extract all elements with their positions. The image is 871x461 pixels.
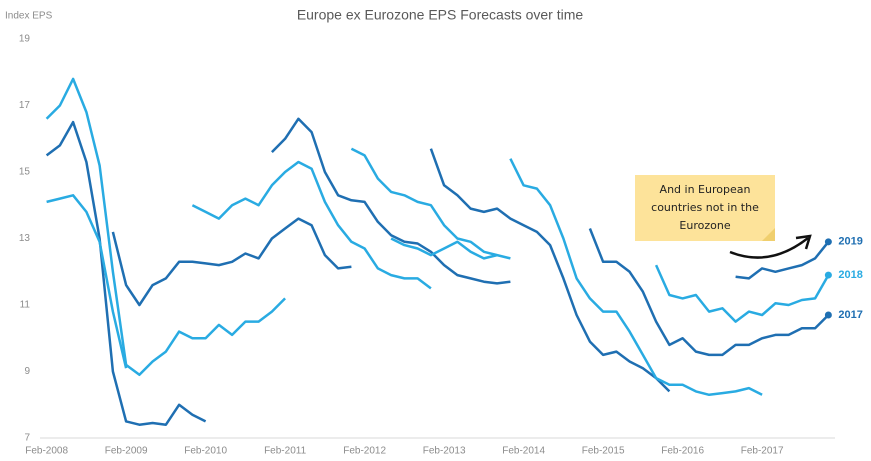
x-tick-label: Feb-2015 <box>582 446 625 457</box>
series-line <box>46 194 128 369</box>
series-line <box>509 158 763 397</box>
x-tick-label: Feb-2014 <box>502 446 545 457</box>
annotation-fold <box>762 228 775 241</box>
series-label: 2018 <box>838 269 862 281</box>
series-line <box>735 241 830 280</box>
series-line <box>111 217 352 307</box>
annotation: And in European countries not in the Eur… <box>635 175 812 259</box>
series-line <box>350 147 511 260</box>
end-point <box>824 271 832 279</box>
y-tick-label: 9 <box>24 366 30 377</box>
x-tick-label: Feb-2009 <box>105 446 148 457</box>
y-tick-label: 17 <box>19 100 31 111</box>
y-tick-label: 11 <box>20 300 31 311</box>
annotation-arrow <box>729 237 809 259</box>
series-line <box>588 228 830 357</box>
x-tick-label: Feb-2017 <box>741 446 784 457</box>
x-tick-label: Feb-2010 <box>184 446 227 457</box>
x-tick-label: Feb-2013 <box>423 446 466 457</box>
y-axis-label: Index EPS <box>5 11 53 22</box>
x-tick-label: Feb-2016 <box>661 446 704 457</box>
y-tick-label: 19 <box>19 34 31 45</box>
series-line <box>45 77 286 377</box>
end-point <box>824 238 832 246</box>
series-label: 2019 <box>838 236 862 248</box>
end-point <box>824 311 832 319</box>
series-line <box>390 237 498 260</box>
series-line <box>191 160 432 290</box>
y-tick-label: 13 <box>19 233 31 244</box>
annotation-box <box>635 175 775 241</box>
x-tick-label: Feb-2008 <box>25 446 68 457</box>
annotation-arrowhead <box>795 234 812 250</box>
annotation-text: And in European <box>660 183 751 196</box>
y-tick-label: 7 <box>24 433 30 444</box>
series-label: 2017 <box>838 309 862 321</box>
series-line <box>271 117 511 285</box>
x-tick-label: Feb-2012 <box>343 446 386 457</box>
annotation-text: Eurozone <box>679 219 730 232</box>
series-line <box>429 148 671 393</box>
annotation-text: countries not in the <box>651 201 759 214</box>
y-tick-label: 15 <box>19 167 31 178</box>
series-line <box>654 264 830 323</box>
x-tick-label: Feb-2011 <box>264 446 307 457</box>
series-line <box>45 120 207 426</box>
chart-title: Europe ex Eurozone EPS Forecasts over ti… <box>297 7 584 23</box>
